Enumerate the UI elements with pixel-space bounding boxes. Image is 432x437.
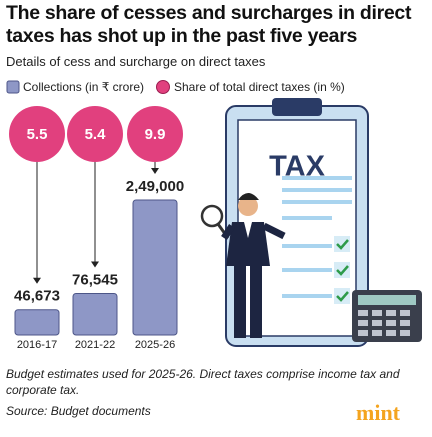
x-tick-label: 2016-17 — [17, 339, 57, 351]
note: Budget estimates used for 2025-26. Direc… — [6, 367, 400, 397]
value-label: 46,673 — [14, 288, 60, 305]
illustration — [200, 98, 422, 347]
legend-swatch — [6, 80, 20, 94]
brand-logo: mint — [356, 400, 400, 425]
x-tick-label: 2025-26 — [135, 339, 175, 351]
value-label: 2,49,000 — [126, 178, 184, 195]
connector-arrow — [91, 261, 99, 268]
bubble — [127, 106, 183, 162]
legend-label: Share of total direct taxes (in %) — [174, 80, 345, 94]
bubble-label: 9.9 — [145, 126, 166, 143]
bar — [72, 292, 118, 336]
x-tick-label: 2021-22 — [75, 339, 115, 351]
connector-arrow — [33, 277, 41, 284]
chart-subtitle: Details of cess and surcharge on direct … — [6, 54, 266, 69]
chart-title: The share of cesses and surcharges in di… — [6, 2, 412, 47]
connector-arrow — [151, 168, 159, 174]
legend-swatch — [156, 80, 170, 94]
bar — [132, 199, 178, 336]
bubble-label: 5.5 — [27, 126, 48, 143]
legend-label: Collections (in ₹ crore) — [23, 80, 144, 94]
bubble — [9, 106, 65, 162]
bar — [14, 309, 60, 336]
value-label: 76,545 — [72, 271, 118, 288]
bubble — [67, 106, 123, 162]
source: Source: Budget documents — [6, 404, 151, 418]
illustration-label: TAX — [269, 151, 326, 183]
bubble-label: 5.4 — [85, 126, 107, 143]
